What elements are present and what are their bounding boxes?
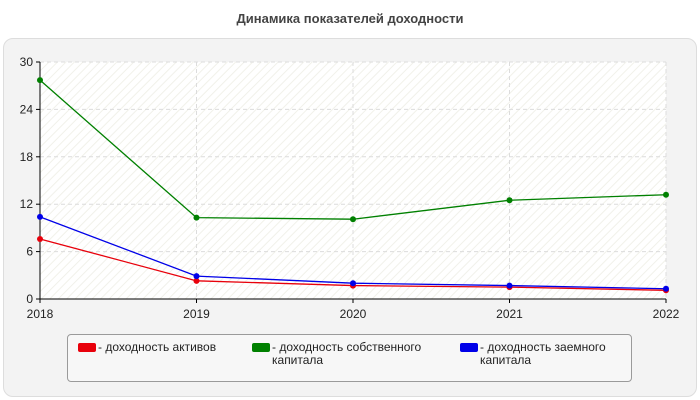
legend-item-equity[interactable]: - доходность собственного капитала <box>252 341 447 367</box>
series-lines <box>37 77 669 294</box>
legend: - доходность активов - доходность собств… <box>67 334 632 382</box>
point-debt-2018 <box>37 213 43 220</box>
x-tick-label-2020: 2020 <box>340 307 367 321</box>
legend-label-equity: - доходность собственного капитала <box>272 340 422 367</box>
x-tick-label-2022: 2022 <box>653 307 680 321</box>
point-assets-2018 <box>37 235 43 242</box>
y-tick-label-0: 0 <box>26 292 33 306</box>
point-debt-2020 <box>350 280 356 287</box>
legend-item-assets[interactable]: - доходность активов <box>78 341 238 354</box>
point-debt-2019 <box>193 273 200 280</box>
x-tick-label-2019: 2019 <box>183 307 210 321</box>
y-tick-label-18: 18 <box>20 150 34 164</box>
grid-lines <box>36 61 667 303</box>
legend-label-assets: - доходность активов <box>98 340 217 354</box>
y-tick-label-6: 6 <box>26 245 33 259</box>
point-assets-2019 <box>193 277 200 284</box>
y-tick-label-12: 12 <box>20 197 34 211</box>
point-equity-2021 <box>506 197 513 204</box>
chart-title: Динамика показателей доходности <box>236 11 464 26</box>
y-tick-label-24: 24 <box>20 102 34 116</box>
x-tick-label-2018: 2018 <box>27 307 54 321</box>
tick-labels: 0 6 12 18 24 30 2018 2019 2020 2021 2022 <box>20 55 680 321</box>
point-debt-2022 <box>663 285 669 292</box>
point-equity-2022 <box>663 191 669 198</box>
axes <box>39 62 666 300</box>
point-equity-2019 <box>193 214 200 221</box>
legend-swatch-assets <box>78 343 96 352</box>
legend-swatch-debt <box>460 343 478 352</box>
legend-item-debt[interactable]: - доходность заемного капитала <box>460 341 630 367</box>
point-equity-2020 <box>350 216 356 223</box>
x-tick-label-2021: 2021 <box>496 307 523 321</box>
point-equity-2018 <box>37 77 43 84</box>
y-tick-label-30: 30 <box>20 55 34 69</box>
legend-label-debt: - доходность заемного капитала <box>480 340 606 367</box>
legend-swatch-equity <box>252 343 270 352</box>
point-debt-2021 <box>506 282 513 289</box>
